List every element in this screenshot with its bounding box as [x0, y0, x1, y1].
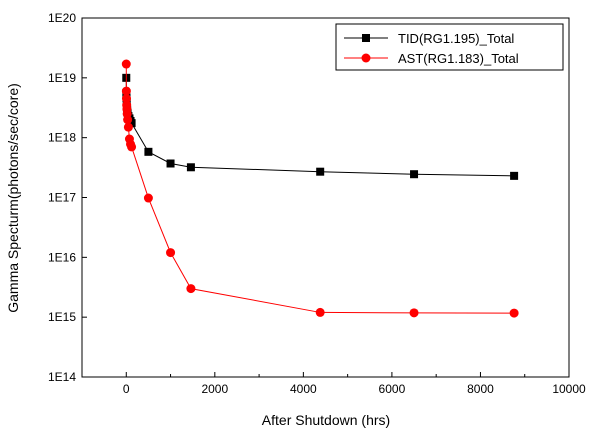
- legend-marker-ast: [361, 53, 371, 63]
- x-tick-label: 6000: [379, 382, 406, 396]
- y-tick-label: 1E18: [48, 131, 76, 145]
- y-tick-label: 1E16: [48, 250, 76, 264]
- data-point-circle: [121, 86, 131, 96]
- data-point-circle: [166, 248, 176, 258]
- x-tick-label: 2000: [201, 382, 228, 396]
- series-line-0: [125, 77, 515, 177]
- x-tick-label: 10000: [552, 382, 586, 396]
- x-axis-title: After Shutdown (hrs): [262, 412, 390, 428]
- data-point-square: [510, 171, 519, 180]
- legend-marker-tid: [362, 34, 370, 42]
- data-point-square: [144, 147, 153, 156]
- data-point-square: [166, 159, 175, 168]
- plot-area: [81, 17, 570, 378]
- legend-label-tid: TID(RG1.195)_Total: [398, 31, 514, 46]
- y-tick-label: 1E19: [48, 71, 76, 85]
- data-point-circle: [123, 115, 133, 125]
- legend-label-ast: AST(RG1.183)_Total: [398, 51, 519, 66]
- series-line-1: [125, 64, 515, 314]
- data-point-square: [410, 170, 419, 179]
- y-tick-label: 1E17: [48, 191, 76, 205]
- x-tick-label: 8000: [467, 382, 494, 396]
- ticks-layer: 0 2000 4000 6000 8000 10000 1E14 1E15 1E16 1E17 1E…: [48, 11, 586, 396]
- y-tick-label: 1E14: [48, 370, 76, 384]
- x-tick-label: 0: [123, 382, 130, 396]
- x-tick-label: 4000: [290, 382, 317, 396]
- data-point-circle: [127, 142, 137, 152]
- y-axis-title: Gamma Specturm(photons/sec/core): [5, 83, 21, 313]
- data-point-circle: [186, 284, 196, 294]
- data-point-circle: [409, 308, 419, 318]
- data-point-circle: [123, 122, 133, 132]
- data-point-circle: [121, 94, 131, 104]
- y-tick-label: 1E20: [48, 11, 76, 25]
- series-layer: [121, 59, 519, 318]
- data-point-square: [186, 163, 195, 172]
- data-point-circle: [121, 59, 131, 69]
- legend: TID(RG1.195)_Total AST(RG1.183)_Total: [335, 23, 564, 71]
- data-point-circle: [315, 307, 325, 317]
- data-point-circle: [143, 193, 153, 203]
- data-point-square: [127, 119, 136, 128]
- legend-box: [335, 23, 564, 71]
- data-point-circle: [509, 308, 519, 318]
- data-point-square: [316, 167, 325, 176]
- y-tick-label: 1E15: [48, 310, 76, 324]
